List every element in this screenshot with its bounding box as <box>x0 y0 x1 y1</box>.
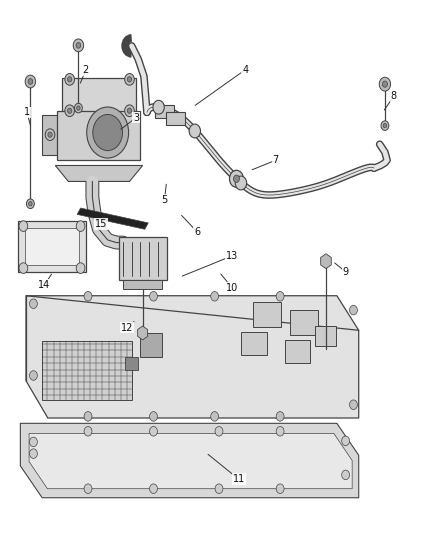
Text: 10: 10 <box>226 283 238 293</box>
Circle shape <box>125 74 134 85</box>
Polygon shape <box>57 111 141 160</box>
Polygon shape <box>26 296 359 418</box>
Text: 15: 15 <box>95 219 107 229</box>
Circle shape <box>127 108 132 114</box>
Text: 14: 14 <box>38 280 50 290</box>
Circle shape <box>211 292 219 301</box>
Circle shape <box>127 77 132 82</box>
Circle shape <box>65 105 74 117</box>
Text: 12: 12 <box>121 322 134 333</box>
Circle shape <box>84 411 92 421</box>
Circle shape <box>84 292 92 301</box>
Circle shape <box>67 108 72 114</box>
Polygon shape <box>29 433 352 489</box>
Polygon shape <box>119 237 166 280</box>
Circle shape <box>76 43 81 48</box>
Polygon shape <box>241 333 267 355</box>
Polygon shape <box>62 78 136 112</box>
Polygon shape <box>321 254 331 269</box>
Text: 6: 6 <box>194 227 200 237</box>
Text: 13: 13 <box>226 251 238 261</box>
Circle shape <box>84 484 92 494</box>
Circle shape <box>235 176 247 190</box>
Circle shape <box>77 106 80 110</box>
Circle shape <box>342 470 350 480</box>
Circle shape <box>26 199 34 208</box>
Text: 5: 5 <box>161 195 168 205</box>
Circle shape <box>381 121 389 131</box>
Circle shape <box>342 436 350 446</box>
Circle shape <box>48 132 52 138</box>
Circle shape <box>350 305 357 315</box>
Circle shape <box>28 79 33 84</box>
Circle shape <box>230 170 244 187</box>
Circle shape <box>67 77 72 82</box>
Circle shape <box>74 103 82 113</box>
Circle shape <box>150 484 157 494</box>
Text: 4: 4 <box>242 65 248 75</box>
Circle shape <box>28 201 32 206</box>
Circle shape <box>19 221 28 231</box>
Polygon shape <box>285 341 310 363</box>
Polygon shape <box>18 221 86 272</box>
Circle shape <box>19 263 28 273</box>
Polygon shape <box>77 208 148 229</box>
Circle shape <box>45 129 55 141</box>
Circle shape <box>76 221 85 231</box>
Text: 7: 7 <box>272 155 279 165</box>
Polygon shape <box>20 423 359 498</box>
Circle shape <box>233 175 240 182</box>
Polygon shape <box>155 105 174 118</box>
Circle shape <box>125 105 134 117</box>
Circle shape <box>383 124 387 128</box>
Text: 11: 11 <box>233 474 245 484</box>
Circle shape <box>29 370 37 380</box>
Circle shape <box>379 77 391 91</box>
Polygon shape <box>253 302 281 327</box>
Polygon shape <box>138 326 148 340</box>
Circle shape <box>29 299 37 309</box>
Circle shape <box>276 411 284 421</box>
Polygon shape <box>166 112 185 125</box>
Circle shape <box>215 484 223 494</box>
Circle shape <box>87 107 129 158</box>
Text: 8: 8 <box>391 91 397 101</box>
Circle shape <box>150 411 157 421</box>
Circle shape <box>73 39 84 52</box>
Polygon shape <box>25 228 79 265</box>
Circle shape <box>189 124 201 138</box>
Circle shape <box>25 75 35 88</box>
Circle shape <box>76 263 85 273</box>
Text: 1: 1 <box>24 107 30 117</box>
Circle shape <box>276 292 284 301</box>
Circle shape <box>276 426 284 436</box>
Circle shape <box>215 426 223 436</box>
Circle shape <box>276 484 284 494</box>
Polygon shape <box>42 115 60 155</box>
Text: 9: 9 <box>343 267 349 277</box>
Circle shape <box>65 74 74 85</box>
Circle shape <box>350 400 357 409</box>
Text: 3: 3 <box>133 112 139 123</box>
Polygon shape <box>42 341 132 400</box>
Text: 2: 2 <box>83 65 89 75</box>
Circle shape <box>382 81 388 87</box>
Circle shape <box>150 292 157 301</box>
Circle shape <box>29 437 37 447</box>
Polygon shape <box>290 310 318 335</box>
Circle shape <box>153 100 164 114</box>
Polygon shape <box>123 280 162 289</box>
Circle shape <box>93 115 123 151</box>
Polygon shape <box>125 357 138 370</box>
Polygon shape <box>55 165 143 181</box>
Circle shape <box>211 411 219 421</box>
Polygon shape <box>141 333 162 357</box>
Polygon shape <box>315 326 336 346</box>
Circle shape <box>84 426 92 436</box>
Circle shape <box>150 426 157 436</box>
Circle shape <box>29 449 37 458</box>
